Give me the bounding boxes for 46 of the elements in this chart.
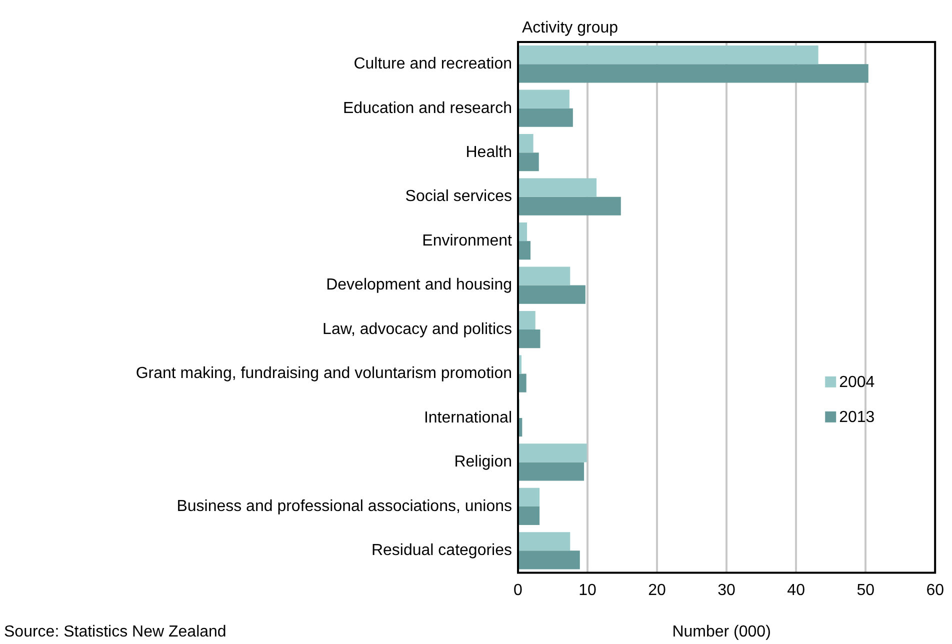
source-note: Source: Statistics New Zealand: [4, 623, 226, 640]
y-tick-label: Religion: [454, 454, 512, 471]
bar: [519, 506, 540, 526]
x-tick-label: 30: [718, 582, 736, 599]
y-tick-label: Social services: [405, 188, 512, 206]
y-tick-label: Grant making, fundraising and voluntarism promotion: [136, 365, 512, 382]
x-tick-label: 40: [787, 582, 806, 599]
x-tick-label: 20: [648, 582, 666, 599]
bar: [519, 196, 621, 216]
x-tick-label: 0: [514, 582, 523, 599]
bar: [519, 374, 526, 392]
legend-label: 2004: [839, 374, 875, 391]
bar: [519, 462, 584, 481]
x-axis-title: Number (000): [672, 623, 771, 640]
bar: [519, 532, 570, 551]
y-tick-label: Development and housing: [326, 276, 512, 294]
bar: [519, 418, 522, 437]
bar: [519, 241, 531, 260]
bar: [519, 285, 586, 304]
y-tick-label: Residual categories: [371, 542, 512, 560]
bar: [519, 550, 580, 570]
y-tick-label: Culture and recreation: [354, 56, 512, 73]
y-tick-label: Education and research: [343, 100, 512, 117]
x-tick-label: 10: [578, 582, 597, 599]
y-tick-label: Law, advocacy and politics: [322, 320, 512, 338]
y-tick-label: Business and professional associations, unions: [176, 498, 512, 515]
bar: [519, 488, 540, 506]
bar: [519, 90, 570, 108]
y-tick-label: Health: [466, 144, 512, 161]
x-tick-label: 60: [926, 582, 944, 599]
bar: [519, 310, 536, 330]
bar: [519, 46, 818, 64]
bar: [519, 266, 570, 286]
y-axis-title: Activity group: [522, 19, 618, 36]
bar: [519, 134, 534, 153]
bar: [519, 222, 528, 242]
bar: [519, 108, 573, 127]
bar: [519, 444, 587, 462]
y-tick-label: International: [424, 409, 512, 426]
bar: [519, 152, 539, 172]
bar: [519, 64, 868, 83]
x-tick-label: 50: [856, 582, 875, 599]
legend-label: 2013: [839, 408, 875, 426]
bar: [519, 330, 540, 348]
bar: [519, 178, 597, 197]
y-tick-label: Environment: [422, 232, 513, 250]
